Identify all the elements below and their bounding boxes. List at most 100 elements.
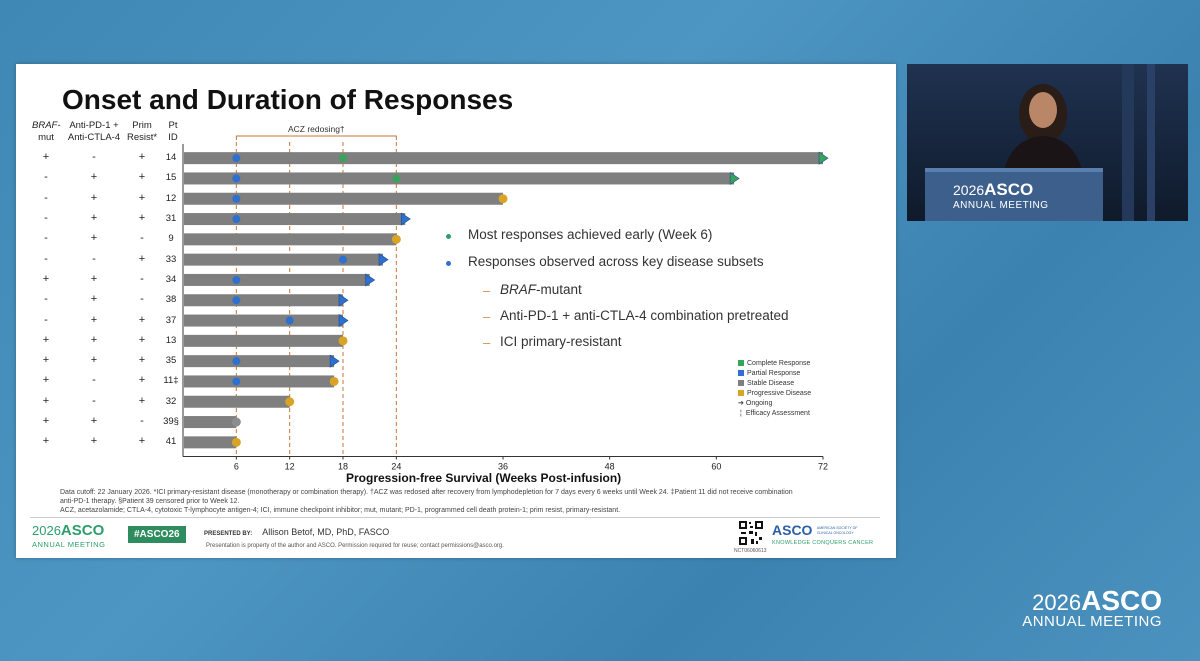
x-axis-label: Progression-free Survival (Weeks Post-in…	[346, 471, 622, 485]
pfs-bar	[184, 152, 823, 165]
legend-label: Stable Disease	[747, 380, 795, 387]
ongoing-arrow	[338, 313, 349, 328]
row-braf-value: -	[44, 171, 48, 184]
x-tick-label: 36	[498, 462, 508, 472]
row-braf-value: +	[42, 374, 50, 387]
legend-label: Efficacy Assessment	[745, 410, 810, 417]
row-patient-id: 35	[165, 355, 177, 367]
ongoing-arrow	[329, 354, 340, 368]
bullet-dot	[446, 261, 451, 266]
sub-bullet-1: BRAF-mutant	[500, 282, 582, 297]
col-header-prim: Prim Resist*	[124, 120, 160, 144]
col-header-antipd1-line1: Anti-PD-1 +	[69, 120, 119, 131]
row-braf-value: +	[42, 415, 50, 428]
pfs-bar	[184, 273, 370, 286]
row-antipd1-value: -	[92, 252, 96, 265]
qr-code-icon	[738, 520, 764, 546]
row-patient-id: 15	[165, 172, 177, 184]
slide-title: Onset and Duration of Responses	[62, 84, 514, 115]
row-antipd1-value: +	[90, 435, 98, 448]
bullet-dot	[446, 234, 451, 239]
legend-item: Partial Response	[738, 369, 811, 379]
bullet-2: Responses observed across key disease su…	[468, 254, 764, 269]
legend-label: Progressive Disease	[747, 390, 812, 397]
row-patient-id: 12	[165, 192, 177, 204]
row-braf-value: +	[42, 435, 50, 448]
podium-name: ASCO	[984, 180, 1034, 199]
col-header-pt-line2: ID	[168, 132, 178, 143]
row-patient-id: 31	[165, 213, 177, 225]
legend-swatch	[738, 390, 744, 397]
end-marker	[329, 376, 339, 386]
end-marker	[391, 234, 401, 244]
row-patient-id: 32	[165, 395, 177, 407]
response-marker	[232, 154, 241, 163]
row-prim-value: +	[138, 151, 146, 164]
ongoing-arrow	[365, 273, 376, 287]
row-prim-value: -	[140, 415, 144, 428]
col-header-pt: Pt ID	[164, 120, 182, 144]
row-patient-id: 39§	[163, 416, 179, 428]
col-header-pt-line1: Pt	[168, 120, 178, 131]
pfs-bar	[184, 294, 343, 307]
legend-swatch	[738, 380, 744, 387]
row-patient-id: 9	[168, 233, 174, 245]
response-marker	[232, 275, 241, 284]
pfs-bar	[184, 395, 290, 408]
row-prim-value: +	[138, 394, 146, 407]
col-header-prim-line1: Prim	[132, 120, 152, 131]
legend-label: Ongoing	[745, 400, 773, 407]
x-tick-label: 12	[285, 462, 295, 472]
row-braf-value: -	[44, 191, 48, 204]
col-header-braf-line1: BRAF-	[32, 120, 61, 131]
ongoing-arrow	[338, 293, 349, 307]
sub-bullet-dash: –	[483, 309, 491, 324]
legend-swatch	[738, 370, 744, 377]
end-marker	[285, 397, 295, 407]
row-prim-value: -	[140, 272, 144, 285]
podium-year: 2026	[953, 182, 985, 198]
response-marker	[392, 174, 401, 183]
asco-logo-small: AMERICAN SOCIETY OF CLINICAL ONCOLOGY	[816, 526, 858, 535]
podium-sub: ANNUAL MEETING	[953, 200, 1049, 211]
row-antipd1-value: +	[90, 171, 98, 184]
row-patient-id: 37	[165, 314, 177, 326]
legend-label: Complete Response	[747, 360, 811, 367]
pfs-bar	[184, 253, 383, 266]
legend-item: ➔ Ongoing	[738, 399, 811, 409]
speaker-video: 2026ASCO ANNUAL MEETING	[907, 64, 1188, 221]
row-braf-value: -	[44, 252, 48, 265]
ongoing-arrow	[400, 212, 411, 226]
row-antipd1-value: -	[92, 394, 96, 407]
row-patient-id: 14	[165, 152, 177, 164]
legend-label: Partial Response	[747, 370, 801, 377]
end-marker	[338, 336, 348, 346]
slide: Onset and Duration of Responses BRAF- mu…	[16, 64, 896, 558]
redosing-label: ACZ redosing†	[288, 124, 345, 134]
response-marker	[232, 296, 241, 305]
row-patient-id: 33	[165, 253, 177, 265]
slide-brand-name: ASCO	[60, 522, 105, 539]
row-antipd1-value: +	[90, 232, 98, 245]
hashtag-badge: #ASCO26	[128, 526, 186, 543]
bullet-1: Most responses achieved early (Week 6)	[468, 227, 713, 242]
pfs-swimmer-chart: ACZ redosing† 6 12 18 24 36 48 60 72	[182, 124, 829, 472]
corner-brand-name: ASCO	[1081, 585, 1162, 616]
row-antipd1-value: -	[92, 374, 96, 387]
assessment-tick-icon: ¦	[740, 410, 742, 417]
row-braf-value: +	[42, 272, 50, 285]
legend-swatch	[738, 360, 744, 367]
row-braf-value: +	[42, 333, 50, 346]
legend-item: ¦ Efficacy Assessment	[738, 409, 811, 419]
nct-number: NCT06060613	[734, 548, 767, 554]
end-marker	[231, 437, 241, 447]
x-tick-label: 48	[605, 462, 615, 472]
response-marker	[232, 174, 241, 183]
row-antipd1-value: +	[90, 333, 98, 346]
response-marker	[232, 357, 241, 366]
pfs-bar	[184, 436, 237, 449]
presented-by-label: PRESENTED BY:	[204, 531, 253, 537]
response-marker	[339, 154, 347, 163]
response-marker	[232, 215, 241, 224]
x-tick-label: 60	[711, 462, 721, 472]
